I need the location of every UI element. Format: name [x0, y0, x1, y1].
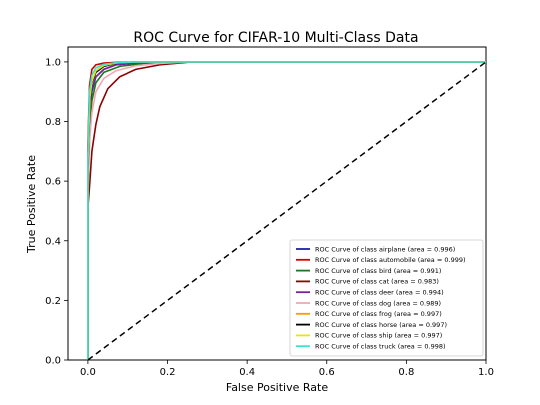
legend-label-2: ROC Curve of class bird (area = 0.991)	[315, 267, 441, 275]
x-tick-label: 0.8	[398, 367, 414, 378]
x-tick-label: 0.0	[80, 367, 96, 378]
legend-label-5: ROC Curve of class dog (area = 0.989)	[315, 299, 441, 307]
y-axis-ticks: 0.0 0.2 0.4 0.6 0.8 1.0	[45, 57, 68, 367]
y-tick-label: 0.4	[45, 236, 61, 247]
y-axis-label: True Positive Rate	[25, 155, 38, 254]
y-tick-label: 0.6	[45, 177, 61, 188]
legend-box	[289, 239, 484, 357]
legend-label-1: ROC Curve of class automobile (area = 0.…	[315, 256, 466, 264]
roc-curve-3	[87, 61, 486, 360]
legend-items: ROC Curve of class airplane (area = 0.99…	[296, 245, 466, 351]
x-axis-label: False Positive Rate	[226, 381, 328, 394]
chart-title: ROC Curve for CIFAR-10 Multi-Class Data	[133, 30, 418, 46]
legend-label-3: ROC Curve of class cat (area = 0.983)	[315, 278, 439, 286]
y-tick-label: 0.0	[45, 356, 61, 367]
legend-label-9: ROC Curve of class truck (area = 0.998)	[315, 343, 446, 351]
legend-label-8: ROC Curve of class ship (area = 0.997)	[315, 332, 442, 340]
x-axis-ticks: 0.0 0.2 0.4 0.6 0.8 1.0	[80, 360, 494, 378]
legend-label-4: ROC Curve of class deer (area = 0.994)	[315, 289, 444, 297]
legend-label-6: ROC Curve of class frog (area = 0.997)	[315, 310, 442, 318]
plot-area	[67, 46, 487, 361]
legend-label-0: ROC Curve of class airplane (area = 0.99…	[315, 245, 455, 253]
curves-group	[87, 61, 486, 360]
x-tick-label: 1.0	[478, 367, 494, 378]
x-tick-label: 0.4	[239, 367, 255, 378]
legend-label-7: ROC Curve of class horse (area = 0.997)	[315, 321, 447, 329]
diagonal-reference-line	[87, 61, 487, 361]
x-tick-label: 0.6	[319, 367, 335, 378]
roc-curve-5	[87, 61, 486, 360]
x-tick-label: 0.2	[160, 367, 176, 378]
y-tick-label: 0.8	[45, 117, 61, 128]
y-tick-label: 1.0	[45, 57, 61, 68]
legend: ROC Curve of class airplane (area = 0.99…	[289, 239, 484, 357]
roc-curve-9	[87, 61, 486, 360]
y-tick-label: 0.2	[45, 296, 61, 307]
